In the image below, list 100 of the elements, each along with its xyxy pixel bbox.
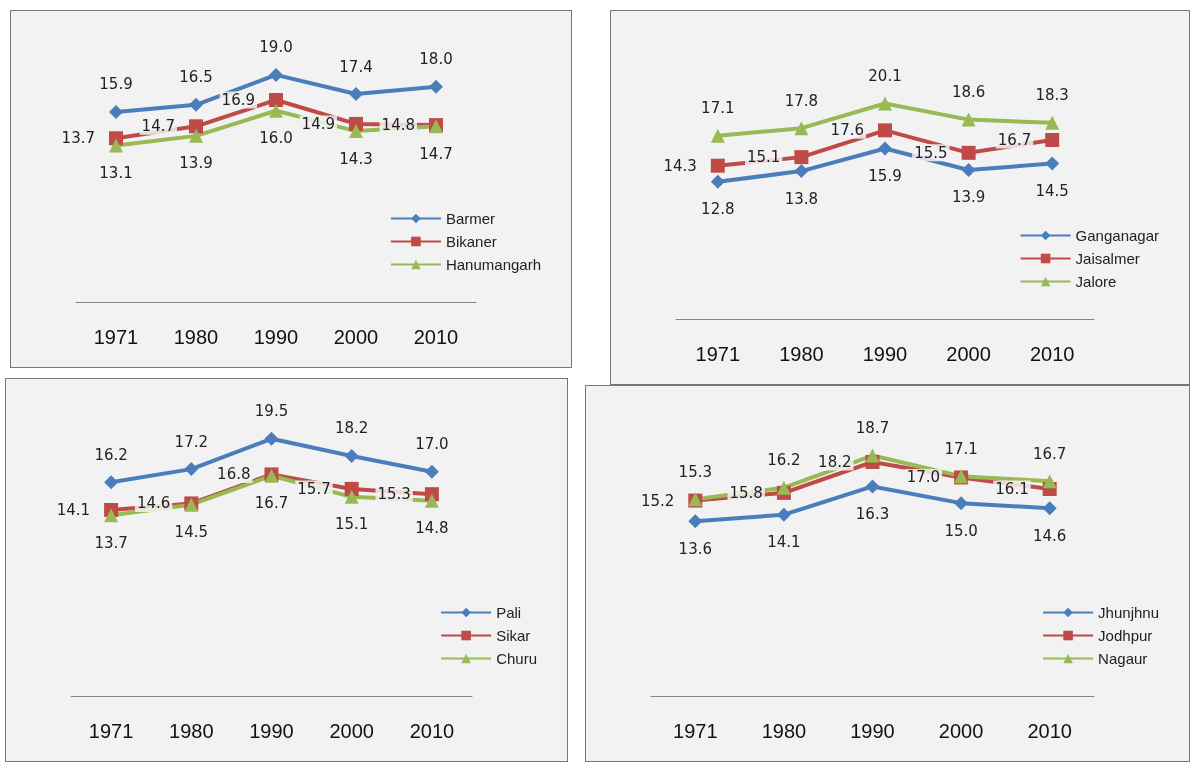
data-label: 15.9 <box>868 167 902 186</box>
point <box>1045 115 1060 130</box>
point <box>776 507 791 522</box>
x-tick-label: 2010 <box>1027 720 1072 742</box>
data-label: 19.0 <box>259 38 293 57</box>
data-label: 14.6 <box>136 494 171 513</box>
x-tick-label: 1990 <box>850 720 895 742</box>
point <box>104 475 119 490</box>
data-label: 15.7 <box>297 479 331 498</box>
data-label: 20.1 <box>868 67 902 86</box>
data-label: 16.2 <box>94 445 128 464</box>
point <box>344 448 359 463</box>
data-label: 15.1 <box>746 148 781 167</box>
point <box>776 480 791 495</box>
data-label: 16.7 <box>1033 444 1067 463</box>
data-label: 17.1 <box>944 439 978 458</box>
data-label: 13.8 <box>784 189 819 208</box>
data-label: 17.0 <box>906 468 941 487</box>
x-tick-label: 1990 <box>249 720 294 742</box>
point <box>878 141 892 156</box>
x-tick-label: 2000 <box>333 326 379 348</box>
x-tick-label: 1971 <box>673 720 718 742</box>
data-label: 17.8 <box>784 91 819 110</box>
x-tick-label: 2000 <box>938 720 984 742</box>
data-label: 17.1 <box>701 99 735 118</box>
x-tick-label: 1971 <box>88 720 134 742</box>
data-label: 13.9 <box>951 188 986 207</box>
x-tick-label: 1971 <box>695 343 741 365</box>
data-label: 14.3 <box>663 156 697 175</box>
point <box>349 124 363 139</box>
x-tick-label: 1990 <box>253 326 299 348</box>
x-tick-label: 2000 <box>946 343 991 365</box>
point <box>794 121 809 136</box>
point <box>424 493 439 508</box>
data-label: 14.7 <box>141 117 175 136</box>
point <box>710 128 725 143</box>
data-label: 16.9 <box>221 91 255 109</box>
x-tick-label: 1980 <box>173 326 219 348</box>
legend-label: Churu <box>496 650 537 667</box>
data-label: 13.6 <box>678 539 712 558</box>
data-label: 17.6 <box>830 121 864 140</box>
x-tick-label: 2000 <box>329 720 374 742</box>
data-label: 17.2 <box>174 432 208 451</box>
legend-label: Ganganagar <box>1075 227 1160 244</box>
x-tick-label: 2010 <box>413 326 459 348</box>
data-label: 14.9 <box>301 114 335 133</box>
legend-label: Sikar <box>496 627 531 644</box>
data-label: 16.5 <box>179 68 213 87</box>
point <box>189 97 203 112</box>
data-label: 16.7 <box>997 130 1032 149</box>
data-label: 16.8 <box>217 465 251 484</box>
point <box>1042 474 1057 489</box>
data-label: 13.9 <box>179 154 213 173</box>
point <box>349 87 363 102</box>
data-label: 14.1 <box>56 501 91 520</box>
data-label: 18.0 <box>419 50 453 69</box>
data-label: 14.8 <box>381 116 415 135</box>
point <box>878 96 892 111</box>
data-label: 18.2 <box>818 453 852 471</box>
point <box>710 174 725 189</box>
data-label: 15.1 <box>335 515 369 534</box>
data-label: 16.3 <box>855 504 890 523</box>
data-label: 16.7 <box>254 494 289 513</box>
data-label: 17.0 <box>415 435 449 454</box>
point <box>961 162 976 177</box>
data-label: 16.0 <box>259 129 293 148</box>
data-label: 15.0 <box>944 521 978 540</box>
point <box>794 164 809 179</box>
point <box>1045 132 1060 147</box>
data-label: 14.8 <box>415 519 449 538</box>
point <box>189 128 203 143</box>
data-label: 14.6 <box>1033 526 1067 545</box>
point <box>688 514 703 529</box>
data-label: 15.8 <box>729 483 763 502</box>
legend-label: Pali <box>496 604 522 621</box>
point <box>264 431 279 446</box>
data-label: 18.3 <box>1035 86 1069 105</box>
legend-label: Jodhpur <box>1098 627 1153 644</box>
point <box>184 462 199 477</box>
legend-label: Jalore <box>1075 273 1117 290</box>
x-tick-label: 1980 <box>761 720 807 742</box>
data-label: 14.3 <box>339 149 373 168</box>
x-tick-label: 1971 <box>93 326 139 348</box>
legend-label: Barmer <box>445 210 496 227</box>
point <box>961 145 976 160</box>
point <box>1045 156 1060 171</box>
point <box>109 138 123 153</box>
legend-label: Bikaner <box>445 233 497 250</box>
data-label: 14.1 <box>767 533 801 552</box>
point <box>344 489 359 504</box>
legend-label: Jaisalmer <box>1075 250 1140 267</box>
point <box>104 508 119 523</box>
data-label: 15.2 <box>640 491 675 510</box>
data-label: 18.6 <box>951 83 986 102</box>
point <box>865 479 880 494</box>
point <box>961 112 976 127</box>
point <box>429 79 443 94</box>
data-label: 14.5 <box>1035 182 1069 201</box>
point <box>710 158 725 173</box>
data-label: 16.1 <box>995 480 1029 498</box>
